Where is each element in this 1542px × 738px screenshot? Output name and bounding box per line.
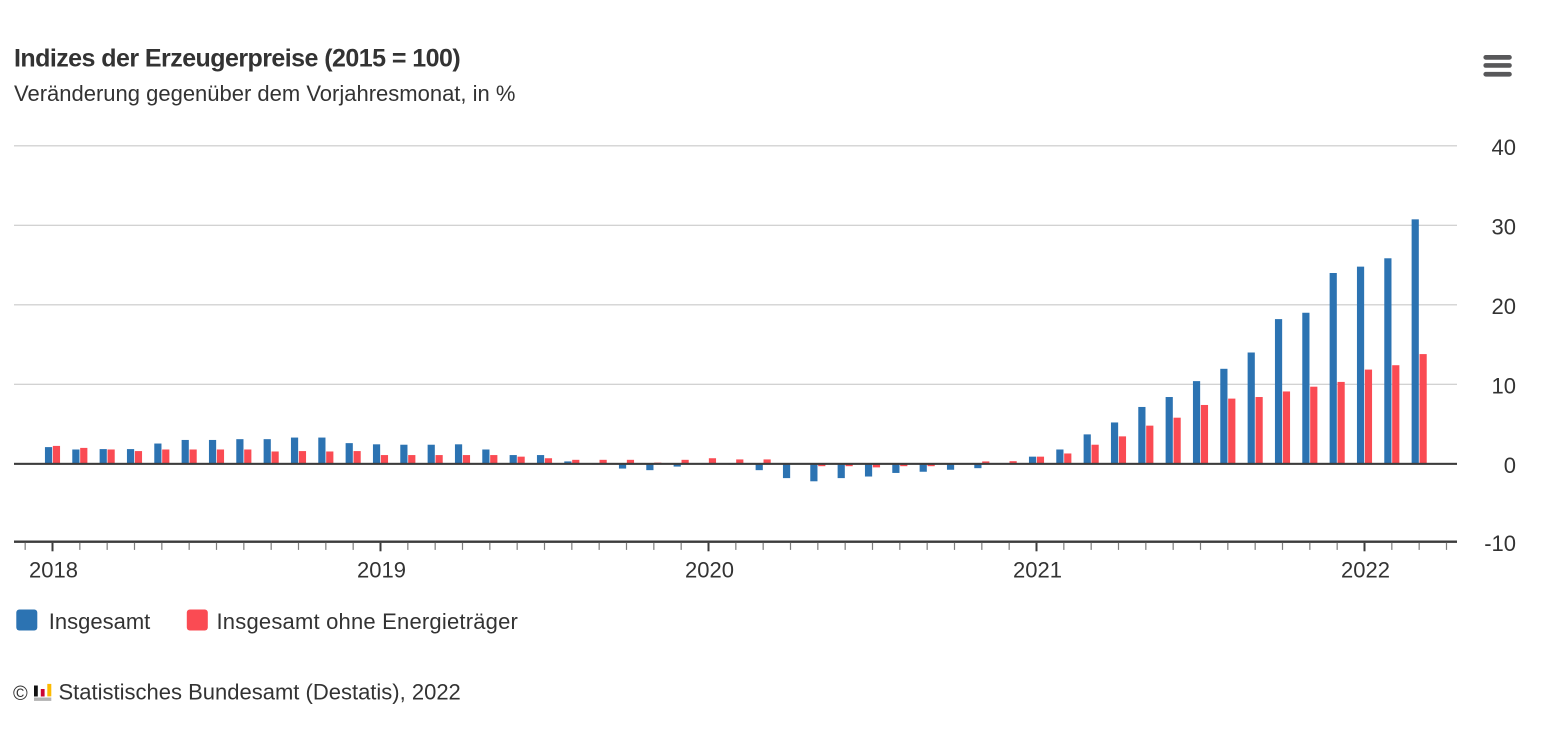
svg-text:-10: -10 xyxy=(1484,531,1516,556)
svg-text:20: 20 xyxy=(1492,294,1516,319)
svg-text:2020: 2020 xyxy=(685,558,734,583)
svg-text:Insgesamt: Insgesamt xyxy=(49,609,151,634)
svg-text:Indizes der Erzeugerpreise (20: Indizes der Erzeugerpreise (2015 = 100) xyxy=(14,44,460,72)
svg-text:Veränderung gegenüber dem Vorj: Veränderung gegenüber dem Vorjahresmonat… xyxy=(14,81,515,106)
svg-text:2021: 2021 xyxy=(1013,558,1062,583)
svg-text:40: 40 xyxy=(1492,135,1516,160)
svg-text:2019: 2019 xyxy=(357,558,406,583)
svg-text:10: 10 xyxy=(1492,374,1516,399)
svg-text:Statistisches Bundesamt (Desta: Statistisches Bundesamt (Destatis), 2022 xyxy=(59,680,461,705)
svg-text:0: 0 xyxy=(1504,453,1516,478)
svg-text:30: 30 xyxy=(1492,215,1516,240)
svg-text:Insgesamt ohne Energieträger: Insgesamt ohne Energieträger xyxy=(217,609,519,634)
svg-text:2022: 2022 xyxy=(1341,558,1390,583)
svg-text:©: © xyxy=(13,683,28,705)
svg-text:2018: 2018 xyxy=(29,558,78,583)
